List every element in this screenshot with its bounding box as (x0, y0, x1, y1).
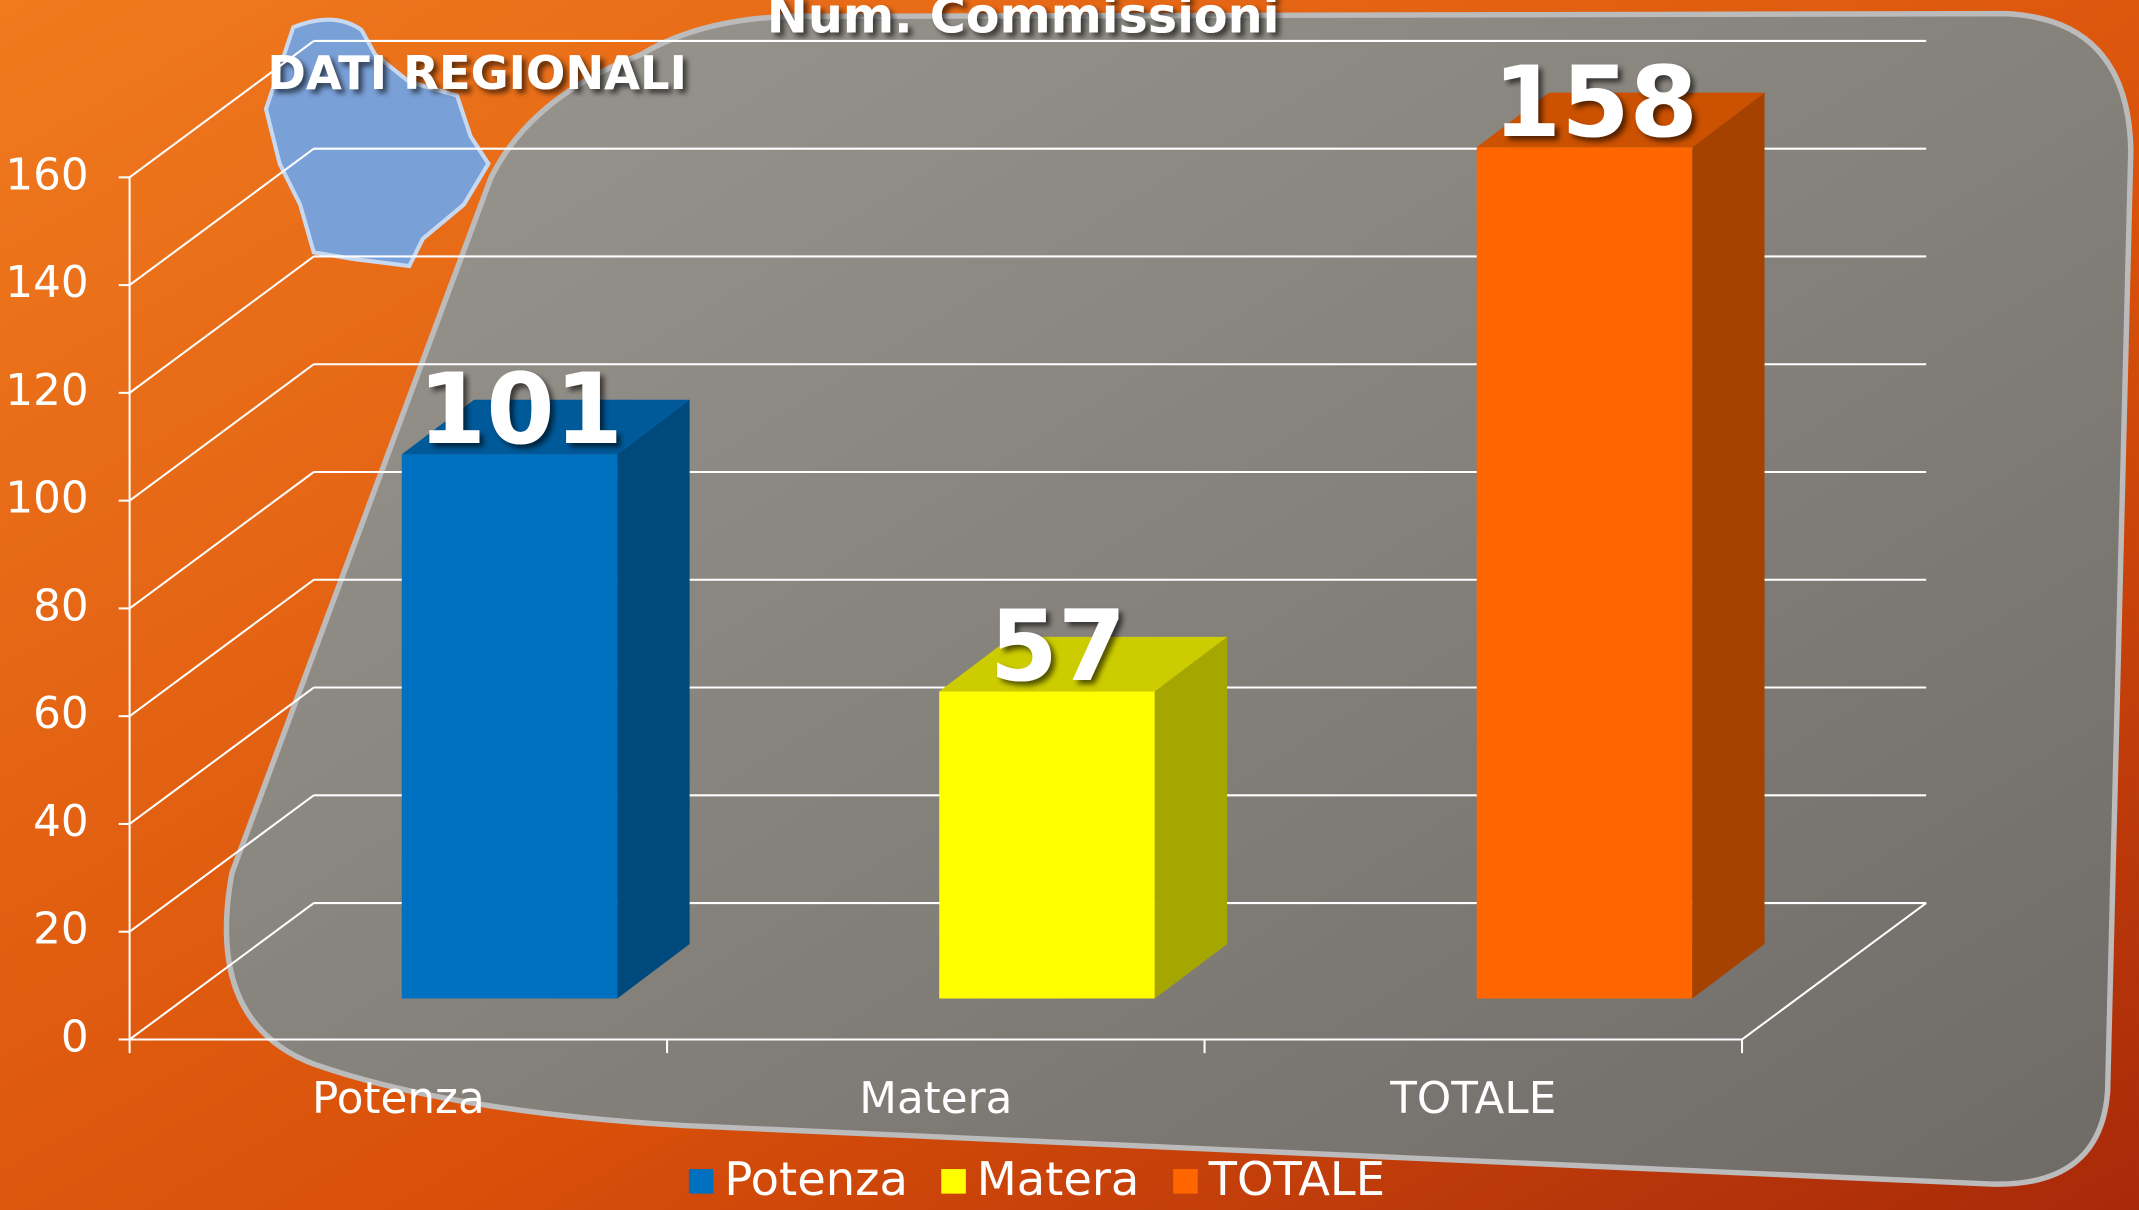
legend-swatch (688, 1169, 714, 1194)
legend-label: Matera (977, 1152, 1140, 1206)
grid-line (128, 40, 315, 179)
data-label: 57 (990, 590, 1127, 704)
legend-swatch (1173, 1169, 1198, 1194)
region-map (263, 17, 491, 269)
bar-top (401, 399, 690, 455)
grid-line (128, 578, 315, 718)
x-tick-label: Potenza (312, 1073, 485, 1124)
bar-top (939, 636, 1228, 692)
x-tick-label: TOTALE (1389, 1073, 1556, 1124)
chart-title: Num. Commissioni (767, 0, 1280, 45)
bar-side-shade (1692, 92, 1765, 999)
subtitle: DATI REGIONALI (267, 46, 686, 100)
y-tick-label: 80 (33, 580, 89, 631)
bar-top-shade (939, 636, 1228, 692)
grid-line (128, 363, 315, 502)
legend-label: TOTALE (1208, 1152, 1385, 1206)
bar-front (939, 691, 1155, 999)
bar (401, 399, 690, 999)
bar-side-shade (617, 399, 690, 999)
bar (939, 636, 1228, 999)
y-tick-label: 0 (61, 1011, 89, 1062)
y-tick-label: 120 (5, 365, 88, 416)
grid-line (128, 686, 315, 825)
bar-front (401, 454, 618, 999)
bar-side (617, 399, 690, 999)
data-label: 158 (1493, 46, 1698, 160)
y-tick-label: 100 (5, 473, 88, 524)
y-tick-label: 140 (5, 257, 88, 308)
bar (1476, 92, 1765, 999)
grid-line (128, 902, 315, 1041)
grid-line (128, 147, 315, 286)
x-tick-label: Matera (859, 1073, 1012, 1124)
bar-front (1476, 147, 1693, 999)
bar-top-shade (1476, 92, 1765, 148)
y-tick-label: 60 (33, 688, 89, 739)
legend-swatch (941, 1169, 966, 1194)
bar-top (1476, 92, 1765, 148)
data-label: 101 (418, 353, 623, 467)
bar-side (1154, 636, 1228, 999)
grid-line (128, 794, 315, 933)
grid-line (128, 471, 315, 610)
bar-side-shade (1154, 636, 1228, 999)
y-tick-label: 20 (33, 904, 89, 955)
y-tick-label: 40 (33, 796, 89, 847)
bar-side (1692, 92, 1765, 999)
floor-edge (1741, 902, 1927, 1041)
grid-line (128, 255, 315, 394)
y-tick-label: 160 (5, 149, 88, 200)
bar-top-shade (401, 399, 690, 455)
legend-label: Potenza (724, 1152, 908, 1206)
